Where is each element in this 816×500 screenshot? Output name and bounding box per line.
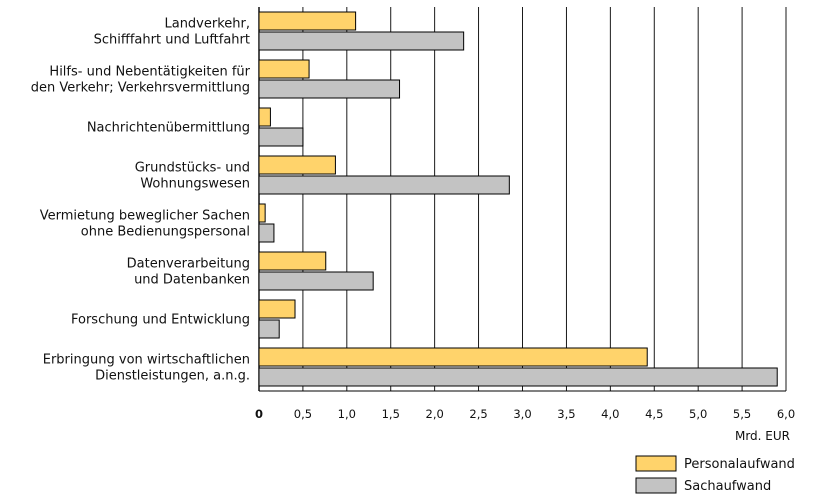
category-label-line: Wohnungswesen <box>140 177 250 192</box>
bar-sachaufwand <box>258 31 465 51</box>
bar-personalaufwand <box>258 107 271 127</box>
bar-sachaufwand <box>258 79 401 99</box>
bar-sachaufwand <box>258 319 280 339</box>
category-label: Erbringung von wirtschaftlichen Dienstlei… <box>43 353 250 384</box>
x-axis: 0 0,5 1,0 1,5 2,0 2,5 3,0 3,5 4,0 4,5 5,0 5,5 6,0 <box>255 390 795 421</box>
x-tick-label: 0,5 <box>294 407 312 421</box>
bar-sachaufwand <box>258 367 778 387</box>
x-tick-label: 0 <box>255 407 263 421</box>
bar-sachaufwand <box>258 127 304 147</box>
bar-personalaufwand <box>258 11 357 31</box>
category-label: Nachrichtenübermittlung <box>87 121 250 136</box>
x-tick-label: 6,0 <box>777 407 795 421</box>
x-tick-label: 3,0 <box>513 407 531 421</box>
x-tick-label: 3,5 <box>557 407 575 421</box>
bars <box>258 11 778 387</box>
bar-personalaufwand <box>258 299 296 319</box>
x-tick-label: 1,0 <box>338 407 356 421</box>
bar-personalaufwand <box>258 59 310 79</box>
category-label-line: und Datenbanken <box>134 273 250 288</box>
bar-personalaufwand <box>258 251 327 271</box>
category-label: Forschung und Entwicklung <box>71 313 250 328</box>
category-label: Landverkehr, Schifffahrt und Luftfahrt <box>94 17 250 48</box>
category-label: Vermietung beweglicher Sachen ohne Bedien… <box>40 209 250 240</box>
category-label-line: Hilfs- und Nebentätigkeiten für <box>49 65 250 80</box>
category-label: Datenverarbeitung und Datenbanken <box>127 257 250 288</box>
bar-personalaufwand <box>258 203 266 223</box>
category-label-line: Erbringung von wirtschaftlichen <box>43 353 250 368</box>
category-label: Hilfs- und Nebentätigkeiten für den Verke… <box>31 65 251 96</box>
x-tick-label: 2,0 <box>426 407 444 421</box>
legend-label: Personalaufwand <box>684 457 795 472</box>
bar-sachaufwand <box>258 271 374 291</box>
legend-swatch-sachaufwand <box>635 477 677 494</box>
category-label-line: Datenverarbeitung <box>127 257 250 272</box>
category-label-line: Forschung und Entwicklung <box>71 313 250 328</box>
bar-sachaufwand <box>258 175 510 195</box>
x-tick-label: 2,5 <box>469 407 487 421</box>
category-label-line: Nachrichtenübermittlung <box>87 121 250 136</box>
legend-swatch-personalaufwand <box>635 455 677 472</box>
category-label: Grundstücks- und Wohnungswesen <box>135 161 250 192</box>
gridlines <box>258 7 787 391</box>
category-label-line: Dienstleistungen, a.n.g. <box>95 369 250 384</box>
x-tick-label: 5,5 <box>733 407 751 421</box>
legend-label: Sachaufwand <box>684 479 771 494</box>
bar-sachaufwand <box>258 223 275 243</box>
x-tick-label: 5,0 <box>689 407 707 421</box>
legend: Personalaufwand Sachaufwand <box>635 455 795 494</box>
category-label-line: ohne Bedienungspersonal <box>81 225 250 240</box>
category-label-line: den Verkehr; Verkehrsvermittlung <box>31 81 250 96</box>
category-label-line: Schifffahrt und Luftfahrt <box>94 33 250 48</box>
x-tick-label: 4,0 <box>601 407 619 421</box>
category-labels: Landverkehr, Schifffahrt und Luftfahrt Hil… <box>31 17 251 384</box>
bar-personalaufwand <box>258 155 336 175</box>
category-label-line: Landverkehr, <box>164 17 250 32</box>
category-label-line: Vermietung beweglicher Sachen <box>40 209 250 224</box>
category-label-line: Grundstücks- und <box>135 161 250 176</box>
x-tick-label: 4,5 <box>645 407 663 421</box>
x-tick-label: 1,5 <box>382 407 400 421</box>
x-axis-unit: Mrd. EUR <box>735 429 790 443</box>
bar-personalaufwand <box>258 347 648 367</box>
